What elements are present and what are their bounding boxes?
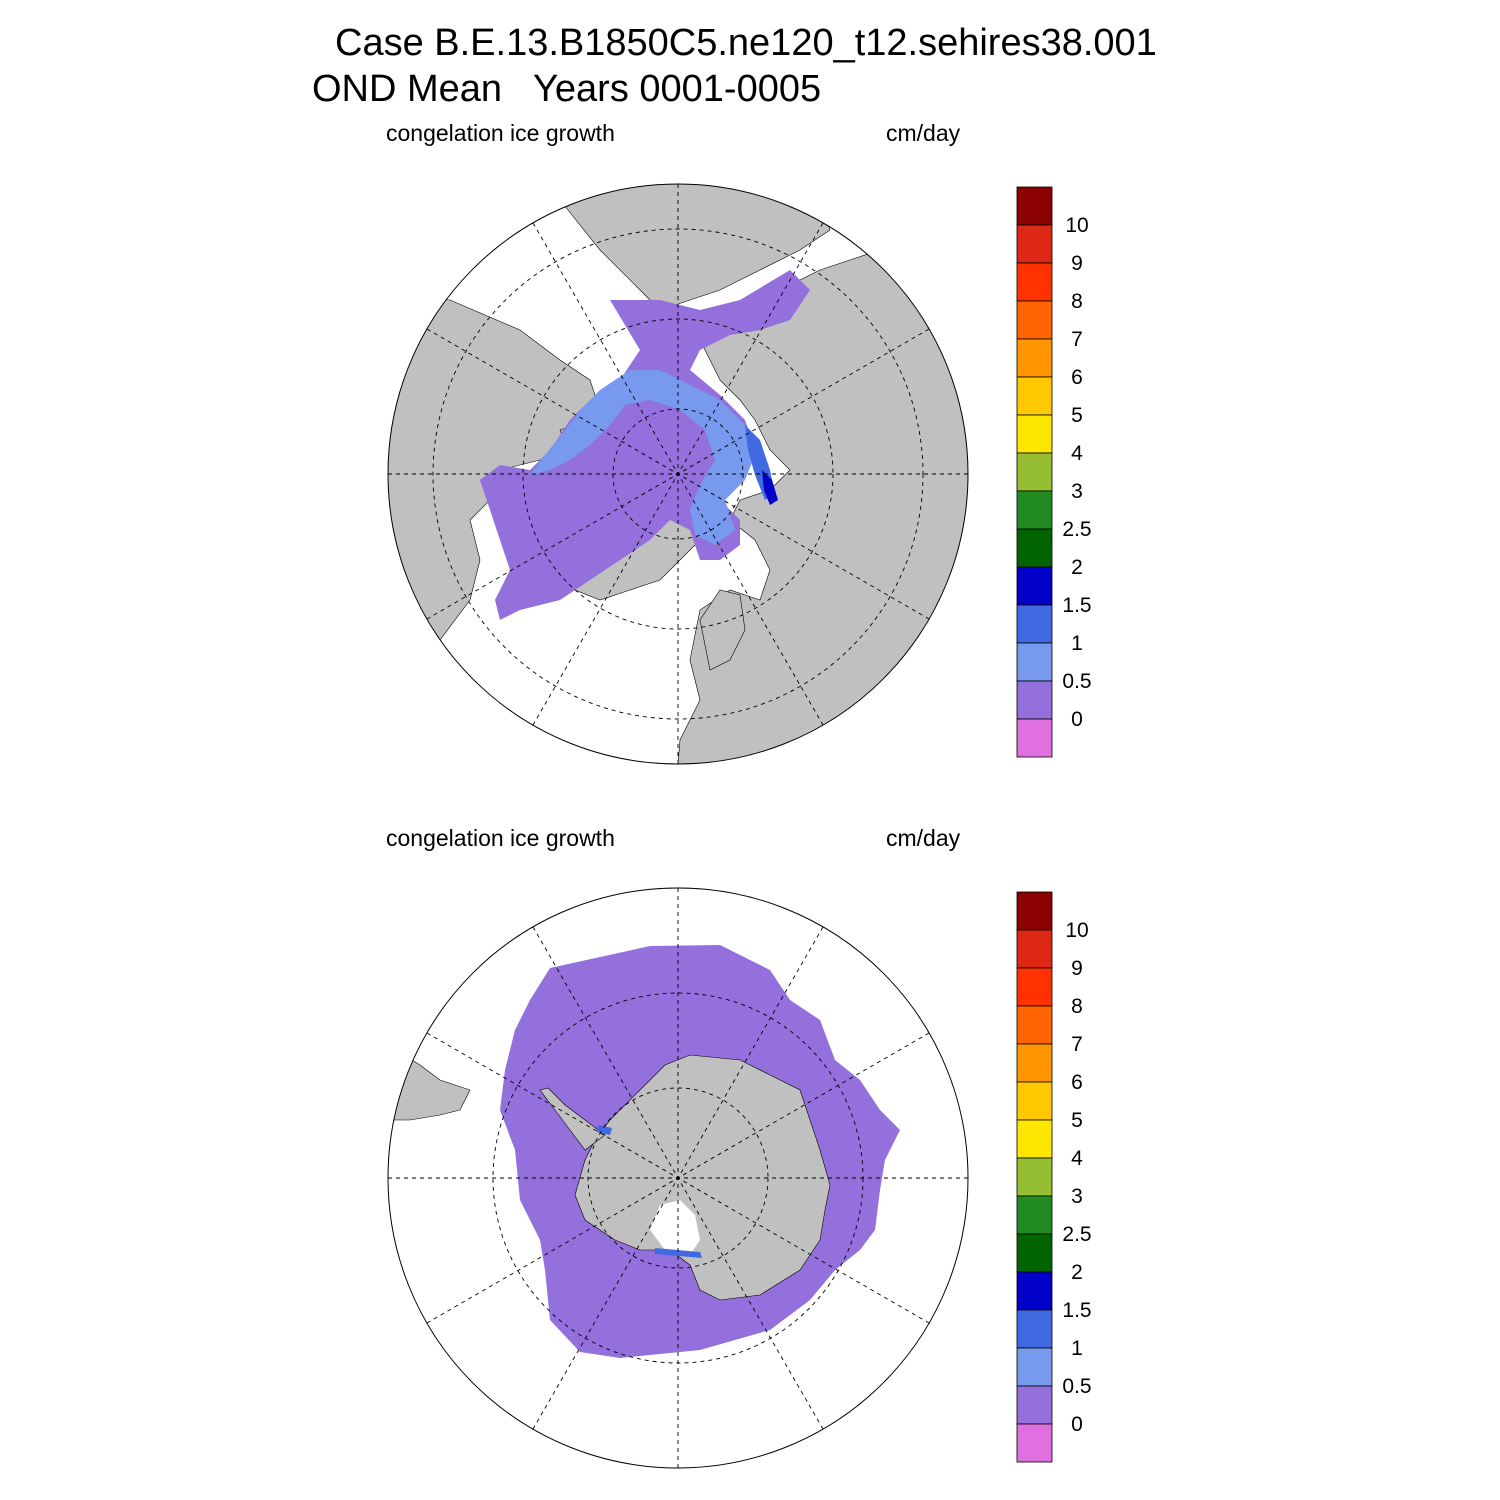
arctic-colorbar-swatch	[1016, 376, 1053, 416]
antarctic-colorbar-tick-label: 10	[1065, 919, 1088, 942]
arctic-colorbar-swatch	[1016, 490, 1053, 530]
arctic-colorbar-tick-label: 2	[1071, 556, 1083, 579]
arctic-map	[387, 183, 969, 765]
arctic-colorbar-tick-label: 0.5	[1062, 670, 1091, 693]
arctic-colorbar-swatch	[1016, 186, 1053, 226]
antarctic-colorbar-swatch	[1016, 1157, 1053, 1197]
antarctic-colorbar-swatch	[1016, 1119, 1053, 1159]
antarctic-colorbar-swatch	[1016, 1385, 1053, 1425]
arctic-colorbar-swatch	[1016, 718, 1053, 758]
arctic-units-label: cm/day	[886, 120, 961, 146]
arctic-colorbar-tick-label: 4	[1071, 442, 1083, 465]
arctic-colorbar-swatch	[1016, 300, 1053, 340]
antarctic-colorbar-tick-label: 4	[1071, 1147, 1083, 1170]
scandinavia-land	[699, 589, 746, 671]
antarctic-colorbar-tick-label: 5	[1071, 1109, 1083, 1132]
arctic-colorbar-swatch	[1016, 262, 1053, 302]
arctic-colorbar-tick-label: 3	[1071, 480, 1083, 503]
antarctic-map-border	[387, 887, 969, 1469]
arctic-graticule	[388, 184, 968, 764]
arctic-colorbar-tick-label: 10	[1065, 214, 1088, 237]
arctic-colorbar-tick-label: 6	[1071, 366, 1083, 389]
arctic-ice-max	[762, 470, 778, 505]
antarctic-colorbar-swatch	[1016, 1005, 1053, 1045]
arctic-colorbar-swatch	[1016, 680, 1053, 720]
antarctic-colorbar-swatch	[1016, 1309, 1053, 1349]
arctic-colorbar-swatch	[1016, 338, 1053, 378]
antarctic-colorbar-swatch	[1016, 891, 1053, 931]
antarctic-units-label: cm/day	[886, 825, 961, 851]
antarctic-colorbar-swatch	[1016, 929, 1053, 969]
antarctic-colorbar-tick-label: 1.5	[1062, 1299, 1091, 1322]
antarctic-colorbar-tick-label: 0	[1071, 1413, 1083, 1436]
arctic-colorbar-swatch	[1016, 224, 1053, 264]
antarctic-graticule	[388, 888, 968, 1468]
figure-subtitle: OND Mean Years 0001-0005	[312, 68, 822, 110]
arctic-colorbar-swatch	[1016, 528, 1053, 568]
ross-sea-open-water	[650, 1200, 700, 1255]
arctic-colorbar-tick-label: 1.5	[1062, 594, 1091, 617]
antarctic-colorbar-tick-label: 9	[1071, 957, 1083, 980]
antarctic-colorbar-swatch	[1016, 1195, 1053, 1235]
arctic-variable-label: congelation ice growth	[386, 120, 615, 146]
antarctic-colorbar-swatch	[1016, 967, 1053, 1007]
antarctic-colorbar-tick-label: 8	[1071, 995, 1083, 1018]
arctic-colorbar-swatch	[1016, 452, 1053, 492]
arctic-colorbar-swatch	[1016, 604, 1053, 644]
arctic-colorbar-tick-label: 7	[1071, 328, 1083, 351]
antarctic-colorbar-tick-label: 6	[1071, 1071, 1083, 1094]
antarctic-colorbar-swatch	[1016, 1347, 1053, 1387]
arctic-colorbar-tick-label: 5	[1071, 404, 1083, 427]
antarctic-colorbar-swatch	[1016, 1423, 1053, 1463]
arctic-colorbar-swatch	[1016, 642, 1053, 682]
arctic-colorbar-tick-label: 1	[1071, 632, 1083, 655]
antarctic-colorbar-tick-label: 0.5	[1062, 1375, 1091, 1398]
arctic-colorbar: 10 9 8 7 6 5 4 3 2.5 2 1.5 1 0.5 0	[1016, 186, 1092, 758]
arctic-colorbar-tick-label: 9	[1071, 252, 1083, 275]
antarctic-colorbar-swatch	[1016, 1271, 1053, 1311]
antarctica-land	[574, 1054, 831, 1301]
figure-title: Case B.E.13.B1850C5.ne120_t12.sehires38.…	[335, 22, 1157, 64]
antarctic-colorbar-swatch	[1016, 1043, 1053, 1083]
arctic-colorbar-tick-label: 0	[1071, 708, 1083, 731]
antarctic-colorbar-tick-label: 2.5	[1062, 1223, 1091, 1246]
antarctic-colorbar-tick-label: 2	[1071, 1261, 1083, 1284]
antarctic-colorbar-tick-label: 7	[1071, 1033, 1083, 1056]
antarctic-colorbar: 10 9 8 7 6 5 4 3 2.5 2 1.5 1 0.5 0	[1016, 891, 1092, 1463]
antarctic-map	[387, 887, 969, 1469]
arctic-map-border	[387, 183, 969, 765]
arctic-colorbar-swatch	[1016, 414, 1053, 454]
antarctic-variable-label: congelation ice growth	[386, 825, 615, 851]
arctic-ice-mid	[530, 370, 755, 545]
antarctic-colorbar-tick-label: 3	[1071, 1185, 1083, 1208]
arctic-colorbar-tick-label: 8	[1071, 290, 1083, 313]
antarctic-colorbar-tick-label: 1	[1071, 1337, 1083, 1360]
antarctic-colorbar-swatch	[1016, 1081, 1053, 1121]
antarctic-colorbar-swatch	[1016, 1233, 1053, 1273]
arctic-colorbar-swatch	[1016, 566, 1053, 606]
arctic-colorbar-tick-label: 2.5	[1062, 518, 1091, 541]
